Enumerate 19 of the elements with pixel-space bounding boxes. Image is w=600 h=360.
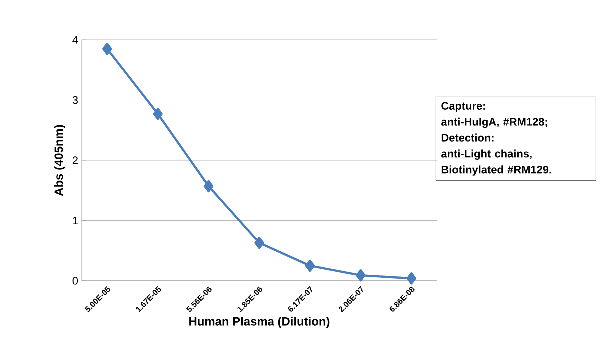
y-tick-label: 3 [72, 96, 78, 104]
y-tick-label: 2 [72, 156, 78, 164]
y-tick-label: 1 [73, 216, 78, 225]
text: Capture: [442, 102, 486, 112]
point [305, 260, 316, 272]
point [254, 236, 264, 250]
point [153, 108, 163, 120]
y-tick-label: 4 [72, 36, 78, 44]
text: anti-Light chains, [442, 150, 532, 160]
text: anti-HuIgA, #RM128; [442, 118, 548, 128]
point [204, 180, 214, 193]
point [406, 272, 416, 285]
text: Detection: [442, 134, 494, 142]
x-axis-title: Human Plasma (Dilution) [190, 317, 330, 328]
point [102, 42, 112, 56]
point [356, 269, 366, 282]
y-axis-title: Abs (405nm) [54, 125, 66, 196]
text: Biotinylated #RM129. [442, 166, 552, 176]
y-tick-label: 0 [72, 277, 78, 285]
